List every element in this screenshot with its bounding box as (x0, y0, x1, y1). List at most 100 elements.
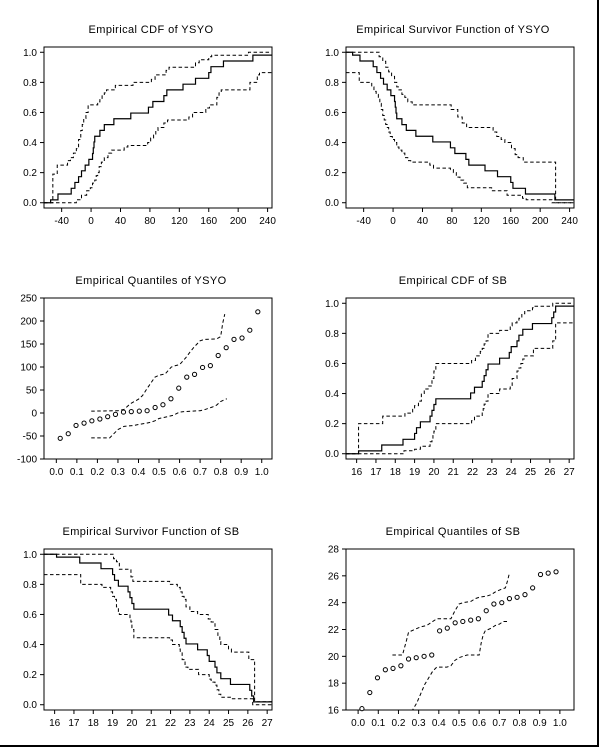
svg-text:0.6: 0.6 (472, 718, 486, 729)
svg-text:160: 160 (502, 216, 519, 227)
empirical-cdf-sb-plot: 16 17 18 19 20 21 22 23 24 25 26 27 0.0 0.2 0.4 0.6 0.8 1… (325, 297, 576, 478)
svg-text:240: 240 (561, 216, 578, 227)
svg-text:19: 19 (107, 718, 119, 729)
svg-text:24: 24 (204, 718, 216, 729)
svg-text:0.6: 0.6 (325, 359, 339, 370)
svg-text:160: 160 (200, 216, 217, 227)
svg-text:0.8: 0.8 (23, 78, 37, 89)
svg-text:0.4: 0.4 (23, 640, 37, 651)
svg-text:0.8: 0.8 (214, 467, 228, 478)
svg-text:27: 27 (564, 467, 576, 478)
svg-text:0.8: 0.8 (325, 329, 339, 340)
svg-text:0.6: 0.6 (23, 108, 37, 119)
svg-text:1.0: 1.0 (325, 48, 339, 59)
svg-text:0.5: 0.5 (452, 718, 466, 729)
chart-title-survivor-sb: Empirical Survivor Function of SB (62, 526, 240, 538)
svg-text:200: 200 (532, 216, 549, 227)
svg-text:0.5: 0.5 (152, 467, 166, 478)
svg-text:23: 23 (486, 467, 498, 478)
svg-text:0.0: 0.0 (49, 467, 63, 478)
svg-text:1.0: 1.0 (23, 550, 37, 561)
svg-text:40: 40 (115, 216, 127, 227)
svg-text:200: 200 (20, 317, 37, 328)
svg-text:0.2: 0.2 (23, 168, 37, 179)
svg-text:-100: -100 (17, 455, 37, 466)
svg-text:0.4: 0.4 (325, 138, 339, 149)
svg-text:26: 26 (328, 571, 340, 582)
svg-text:0.0: 0.0 (325, 449, 339, 460)
svg-text:16: 16 (351, 467, 363, 478)
svg-text:0.6: 0.6 (325, 108, 339, 119)
chart-cell-survivor-sb: Empirical Survivor Function of SB 16 17 18… (0, 502, 302, 753)
svg-text:24: 24 (506, 467, 518, 478)
svg-text:200: 200 (230, 216, 247, 227)
chart-title-quantiles-ysyo: Empirical Quantiles of YSYO (75, 275, 227, 287)
svg-text:1.0: 1.0 (255, 467, 269, 478)
svg-text:120: 120 (171, 216, 188, 227)
svg-text:80: 80 (446, 216, 458, 227)
chart-title-cdf-sb: Empirical CDF of SB (398, 275, 508, 287)
chart-cell-survivor-ysyo: Empirical Survivor Function of YSYO -40 0… (302, 0, 604, 251)
svg-text:0: 0 (390, 216, 396, 227)
svg-text:50: 50 (26, 386, 38, 397)
svg-text:-40: -40 (356, 216, 371, 227)
svg-text:0.8: 0.8 (23, 580, 37, 591)
svg-text:0.2: 0.2 (23, 670, 37, 681)
chart-title-quantiles-sb: Empirical Quantiles of SB (385, 526, 521, 538)
empirical-survivor-ysyo-plot: -40 0 40 80 120 160 200 240 0.0 0.2 0.4 0.6 0.8 1.0 (325, 46, 578, 227)
svg-text:16: 16 (328, 706, 340, 717)
svg-text:20: 20 (428, 467, 440, 478)
svg-text:0.2: 0.2 (392, 718, 406, 729)
svg-text:20: 20 (126, 718, 138, 729)
svg-text:0.1: 0.1 (371, 718, 385, 729)
svg-text:0.8: 0.8 (325, 78, 339, 89)
svg-text:0.3: 0.3 (111, 467, 125, 478)
svg-text:0.4: 0.4 (132, 467, 146, 478)
svg-text:0.0: 0.0 (325, 198, 339, 209)
chart-cell-cdf-ysyo: Empirical CDF of YSYO -40 0 40 80 120 160 200 2… (0, 0, 302, 251)
svg-text:0.0: 0.0 (23, 198, 37, 209)
svg-text:0.1: 0.1 (70, 467, 84, 478)
svg-text:0.9: 0.9 (234, 467, 248, 478)
svg-text:21: 21 (448, 467, 460, 478)
chart-title-survivor-ysyo: Empirical Survivor Function of YSYO (356, 24, 550, 36)
svg-text:20: 20 (328, 652, 340, 663)
empirical-quantiles-sb-plot: 0.0 0.1 0.2 0.3 0.4 0.5 0.6 0.7 0.8 0.9 1.0 16 18 20 2… (328, 545, 575, 729)
svg-text:17: 17 (370, 467, 382, 478)
svg-text:0.0: 0.0 (23, 700, 37, 711)
svg-text:120: 120 (473, 216, 490, 227)
svg-text:0.4: 0.4 (325, 389, 339, 400)
svg-text:18: 18 (328, 679, 340, 690)
svg-text:0: 0 (31, 409, 37, 420)
svg-text:0.9: 0.9 (533, 718, 547, 729)
svg-text:0.2: 0.2 (90, 467, 104, 478)
svg-text:250: 250 (20, 294, 37, 305)
svg-text:0.4: 0.4 (23, 138, 37, 149)
svg-text:25: 25 (223, 718, 235, 729)
chart-title-cdf-ysyo: Empirical CDF of YSYO (88, 24, 214, 36)
svg-text:1.0: 1.0 (325, 299, 339, 310)
svg-text:0.6: 0.6 (173, 467, 187, 478)
svg-text:0.2: 0.2 (325, 419, 339, 430)
svg-text:21: 21 (146, 718, 158, 729)
svg-text:0.7: 0.7 (193, 467, 207, 478)
svg-text:19: 19 (409, 467, 421, 478)
svg-text:16: 16 (49, 718, 61, 729)
svg-text:40: 40 (417, 216, 429, 227)
svg-text:0.7: 0.7 (492, 718, 506, 729)
window-border-bottom (0, 745, 599, 747)
svg-text:22: 22 (467, 467, 479, 478)
svg-text:18: 18 (88, 718, 100, 729)
svg-text:17: 17 (68, 718, 80, 729)
svg-text:0.6: 0.6 (23, 610, 37, 621)
svg-text:24: 24 (328, 598, 340, 609)
svg-text:-40: -40 (54, 216, 69, 227)
svg-text:-50: -50 (23, 432, 38, 443)
svg-text:25: 25 (525, 467, 537, 478)
svg-text:0.2: 0.2 (325, 168, 339, 179)
svg-text:0.0: 0.0 (351, 718, 365, 729)
svg-text:240: 240 (259, 216, 276, 227)
chart-cell-cdf-sb: Empirical CDF of SB 16 17 18 19 20 21 22 23 24 25… (302, 251, 604, 502)
